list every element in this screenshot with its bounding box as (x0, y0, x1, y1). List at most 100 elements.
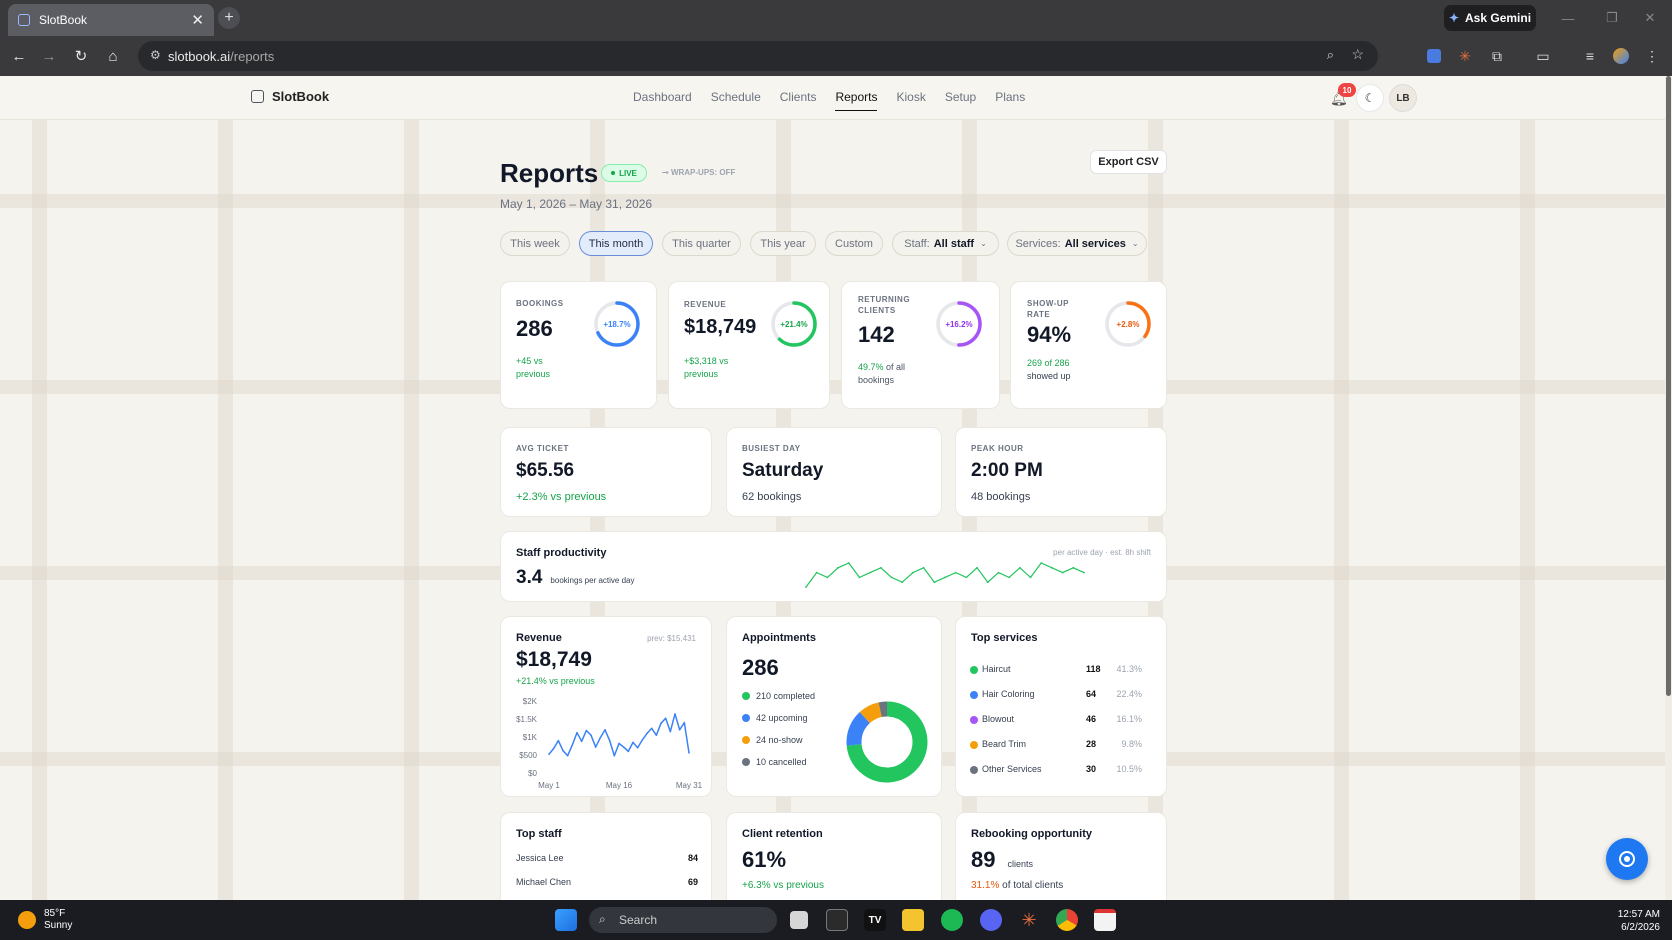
card-title: Top services (971, 632, 1038, 644)
minimize-button[interactable]: — (1561, 10, 1575, 26)
revenue-point (664, 717, 667, 720)
menu-kebab-icon[interactable]: ⋮ (1645, 47, 1659, 64)
zoom-icon[interactable]: ⌕ (1326, 47, 1334, 62)
kpi-ring-label: +18.7% (603, 319, 631, 329)
nav-schedule[interactable]: Schedule (710, 90, 761, 104)
service-pct: 41.3% (1116, 664, 1142, 674)
url-path: /reports (230, 48, 275, 64)
address-bar[interactable]: ⚙ slotbook.ai/reports ⌕ ☆ (138, 41, 1378, 71)
filter-this-quarter[interactable]: This quarter (662, 231, 741, 256)
sparkline-point (805, 586, 807, 588)
start-windows-icon[interactable] (555, 909, 577, 931)
kpi-returning-card: RETURNING CLIENTS 142 +16.2% 49.7% of all… (841, 281, 1000, 409)
restore-button[interactable]: ❐ (1606, 10, 1618, 25)
file-explorer-icon[interactable] (902, 909, 924, 931)
dark-mode-toggle[interactable]: ☾ (1356, 84, 1384, 112)
sparkline-point (944, 576, 946, 579)
wrapups-status[interactable]: ⊸ WRAP-UPS: OFF (662, 168, 735, 177)
site-settings-icon[interactable]: ⚙ (150, 48, 161, 62)
nav-reports[interactable]: Reports (835, 90, 878, 111)
sparkle-icon: ✦ (1448, 11, 1460, 25)
filter-custom[interactable]: Custom (825, 231, 883, 256)
discord-icon[interactable] (980, 909, 1002, 931)
nav-setup[interactable]: Setup (944, 90, 977, 104)
filter-this-month[interactable]: This month (579, 231, 653, 256)
snipping-tool-icon[interactable] (1094, 909, 1116, 931)
staff-select-label: Staff: (904, 237, 930, 250)
appointments-donut-chart (846, 701, 928, 783)
scrollbar-thumb[interactable] (1666, 76, 1671, 696)
close-window-button[interactable]: ✕ (1644, 10, 1656, 25)
tab-search-icon[interactable]: ▭ (1536, 47, 1550, 64)
os-taskbar: 85°F Sunny ⌕ Search TV ✳ 12:57 AM 6/2/2026 (0, 900, 1672, 940)
media-controls-icon[interactable]: ≡ (1585, 48, 1595, 64)
service-row[interactable]: Haircut 118 41.3% (970, 664, 1142, 678)
page-title: Reports (500, 158, 599, 188)
home-icon[interactable]: ⌂ (108, 47, 118, 65)
service-row[interactable]: Other Services 30 10.5% (970, 764, 1142, 778)
brand-logo[interactable]: SlotBook (251, 89, 329, 104)
profile-icon[interactable] (1611, 46, 1631, 66)
revenue-point (646, 732, 648, 735)
service-pct: 9.8% (1121, 739, 1142, 749)
terminal-icon[interactable] (826, 909, 848, 931)
service-row[interactable]: Hair Coloring 64 22.4% (970, 689, 1142, 703)
revenue-point (599, 736, 602, 739)
nav-plans[interactable]: Plans (995, 90, 1026, 104)
forward-icon[interactable]: → (41, 47, 57, 65)
tab-close-icon[interactable]: ✕ (191, 12, 204, 29)
translate-extension-icon[interactable] (1424, 46, 1444, 66)
sparkline-point (1072, 566, 1075, 569)
revenue-point (655, 734, 658, 736)
staff-row[interactable]: Michael Chen 69 (516, 877, 698, 887)
staff-row[interactable]: Jessica Lee 84 (516, 853, 698, 863)
y-tick-label: $500 (519, 751, 537, 760)
app-header: SlotBook Dashboard Schedule Clients Repo… (0, 76, 1665, 120)
nav-dashboard[interactable]: Dashboard (633, 90, 692, 104)
service-row[interactable]: Blowout 46 16.1% (970, 714, 1142, 728)
bookmark-star-icon[interactable]: ☆ (1351, 46, 1364, 62)
sparkline-point (976, 566, 978, 569)
browser-tab[interactable]: SlotBook ✕ (8, 4, 214, 36)
new-tab-button[interactable]: + (218, 7, 240, 29)
tradingview-icon[interactable]: TV (864, 909, 886, 931)
claude-app-icon[interactable]: ✳ (1021, 909, 1037, 930)
services-select-value: All services (1064, 237, 1126, 250)
services-select[interactable]: Services: All services ⌄ (1007, 231, 1147, 256)
live-dot-icon (611, 171, 616, 175)
staff-select[interactable]: Staff: All staff ⌄ (892, 231, 999, 256)
kpi-ring-label: +21.4% (780, 319, 808, 329)
assistant-fab-button[interactable] (1606, 838, 1648, 880)
spotify-icon[interactable] (941, 909, 963, 931)
nav-clients[interactable]: Clients (779, 90, 817, 104)
reload-icon[interactable]: ↻ (74, 48, 88, 65)
chrome-icon[interactable] (1056, 909, 1078, 931)
nav-kiosk[interactable]: Kiosk (896, 90, 926, 104)
task-view-icon[interactable] (790, 911, 808, 929)
taskbar-search[interactable]: ⌕ Search (589, 907, 777, 933)
calendar-favicon-icon (18, 14, 30, 26)
kpi-label: SHOW-UP RATE (1027, 298, 1069, 320)
system-clock[interactable]: 12:57 AM 6/2/2026 (1600, 908, 1660, 934)
extensions-puzzle-icon[interactable]: ⧉ (1492, 47, 1502, 64)
revenue-point (613, 754, 616, 757)
weather-widget[interactable]: 85°F Sunny (18, 908, 72, 932)
filter-this-year[interactable]: This year (750, 231, 816, 256)
filter-this-week[interactable]: This week (500, 231, 570, 256)
revenue-point (660, 722, 662, 725)
page-scrollbar[interactable] (1665, 76, 1672, 900)
kpi-ring (594, 301, 640, 347)
sparkline-point (858, 576, 861, 579)
sparkline-point (933, 581, 936, 584)
service-row[interactable]: Beard Trim 28 9.8% (970, 739, 1142, 753)
kpi-ring (1105, 301, 1151, 347)
service-name: Other Services (982, 764, 1042, 774)
sparkline-point (890, 576, 893, 579)
claude-extension-icon[interactable]: ✳ (1459, 47, 1471, 64)
ask-gemini-button[interactable]: ✦ Ask Gemini (1444, 5, 1536, 31)
back-icon[interactable]: ← (11, 47, 27, 65)
avatar[interactable]: LB (1389, 84, 1417, 112)
export-csv-button[interactable]: Export CSV (1090, 150, 1167, 174)
sparkline-point (1061, 571, 1064, 574)
legend-label: 210 completed (756, 691, 816, 701)
